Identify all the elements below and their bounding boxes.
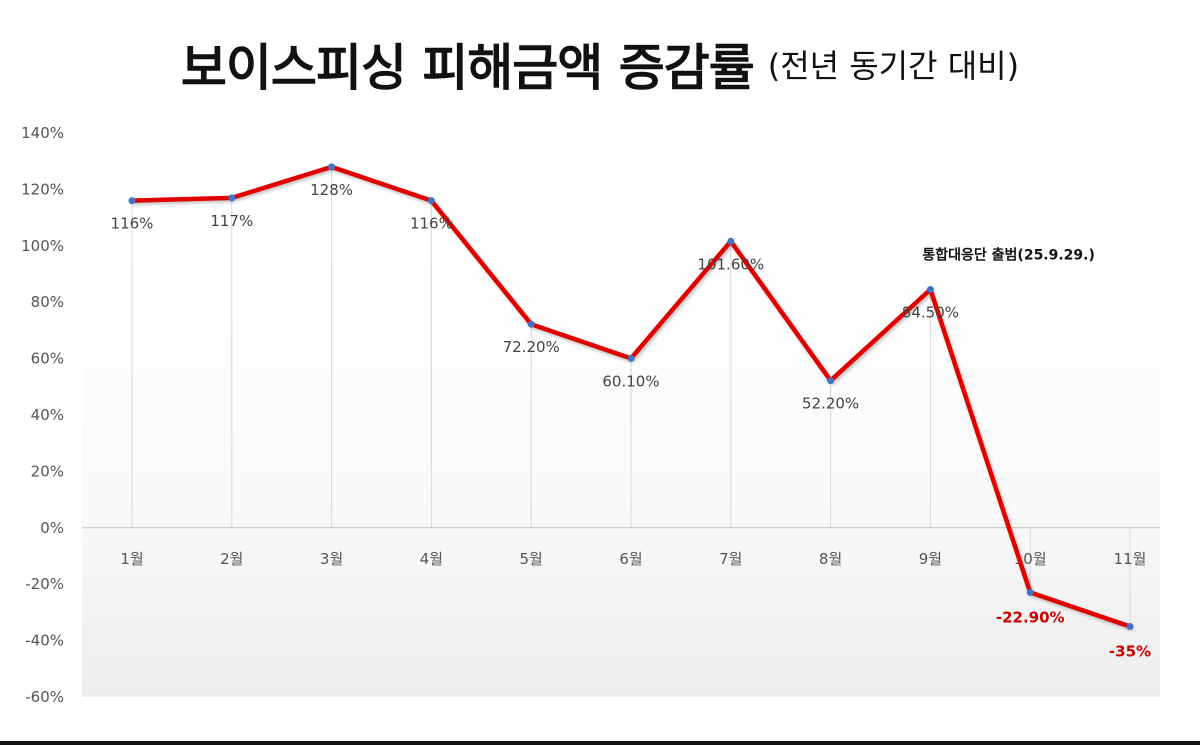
data-label: 116% bbox=[111, 215, 154, 233]
x-axis-ticks: 1월 2월 3월 4월 5월 6월 7월 8월 9월 10월 11월 bbox=[120, 550, 1146, 568]
data-point bbox=[427, 197, 435, 205]
y-tick-label: 120% bbox=[21, 180, 64, 198]
chart-title-main: 보이스피싱 피해금액 증감률 bbox=[180, 39, 755, 97]
series-markers bbox=[128, 163, 1134, 630]
x-tick-label: 7월 bbox=[719, 550, 742, 568]
y-tick-label: -60% bbox=[25, 688, 64, 706]
data-label: 84.50% bbox=[902, 304, 959, 322]
x-tick-label: 1월 bbox=[120, 550, 143, 568]
data-point bbox=[926, 286, 934, 294]
data-labels: 116% 117% 128% 116% 72.20% 60.10% 101.60% 52.20… bbox=[111, 181, 1152, 661]
y-tick-label: 0% bbox=[40, 519, 64, 537]
x-tick-label: 5월 bbox=[520, 550, 543, 568]
x-tick-label: 3월 bbox=[320, 550, 343, 568]
data-point bbox=[627, 354, 635, 362]
y-axis-ticks: 140% 120% 100% 80% 60% 40% 20% 0% -20% -40% -60% bbox=[21, 124, 64, 706]
chart-title: 보이스피싱 피해금액 증감률 (전년 동기간 대비) bbox=[0, 28, 1200, 100]
x-tick-label: 4월 bbox=[420, 550, 443, 568]
y-tick-label: 100% bbox=[21, 237, 64, 255]
y-tick-label: 20% bbox=[31, 462, 64, 480]
y-tick-label: 40% bbox=[31, 406, 64, 424]
x-tick-label: 6월 bbox=[619, 550, 642, 568]
data-point bbox=[1026, 588, 1034, 596]
data-label: 128% bbox=[310, 181, 353, 199]
data-label: 101.60% bbox=[697, 255, 764, 273]
y-tick-label: -40% bbox=[25, 632, 64, 650]
data-label: -22.90% bbox=[996, 608, 1065, 626]
y-tick-label: 140% bbox=[21, 124, 64, 142]
x-tick-label: 2월 bbox=[220, 550, 243, 568]
data-point bbox=[228, 194, 236, 202]
data-point bbox=[128, 197, 136, 205]
y-tick-label: 80% bbox=[31, 293, 64, 311]
launch-annotation: 통합대응단 출범(25.9.29.) bbox=[922, 247, 1095, 264]
data-label: -35% bbox=[1109, 643, 1151, 661]
y-tick-label: 60% bbox=[31, 350, 64, 368]
data-label: 116% bbox=[410, 215, 453, 233]
bottom-rule bbox=[0, 741, 1200, 745]
data-point bbox=[527, 320, 535, 328]
x-tick-label: 9월 bbox=[919, 550, 942, 568]
data-point bbox=[1126, 623, 1134, 630]
data-label: 52.20% bbox=[802, 395, 859, 413]
chart-title-sub: (전년 동기간 대비) bbox=[767, 47, 1020, 85]
data-point bbox=[328, 163, 336, 171]
y-tick-label: -20% bbox=[25, 575, 64, 593]
x-tick-label: 11월 bbox=[1114, 550, 1147, 568]
x-tick-label: 8월 bbox=[819, 550, 842, 568]
data-label: 60.10% bbox=[602, 372, 659, 390]
data-point bbox=[827, 377, 835, 385]
data-label: 117% bbox=[210, 212, 253, 230]
gridlines bbox=[131, 166, 1131, 627]
plot-area bbox=[82, 250, 1160, 697]
data-label: 72.20% bbox=[503, 338, 560, 356]
data-point bbox=[727, 237, 735, 245]
